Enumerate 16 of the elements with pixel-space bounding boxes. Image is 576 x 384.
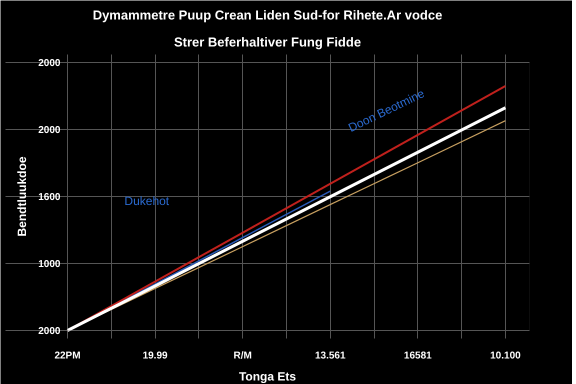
x-tick-label: 10.100	[490, 350, 522, 362]
annotation: 2000	[38, 326, 61, 337]
text: 2000	[38, 58, 61, 69]
x-tick-label: 13.561	[314, 350, 346, 362]
annotation: 1000	[38, 259, 61, 270]
chart-title: Dymammetre Puup Crean Liden Sud-for Rihete.Ar vodce	[92, 8, 442, 22]
x-tick-label: 19.99	[142, 350, 168, 362]
annotation: 1600	[38, 192, 61, 203]
x-tick-label: 22PM	[54, 350, 81, 362]
x-tick-label: 16581	[404, 350, 432, 362]
x-axis-title: Tonga Ets	[238, 370, 296, 384]
x-tick-label: R/M	[234, 350, 252, 362]
annotation: 2000	[38, 125, 61, 136]
annotation: Dukehot	[124, 194, 170, 208]
y-axis-title: Bendtluukdoe	[15, 156, 30, 236]
chart-subtitle: Strer Beferhaltiver Fung Fidde	[174, 34, 362, 50]
